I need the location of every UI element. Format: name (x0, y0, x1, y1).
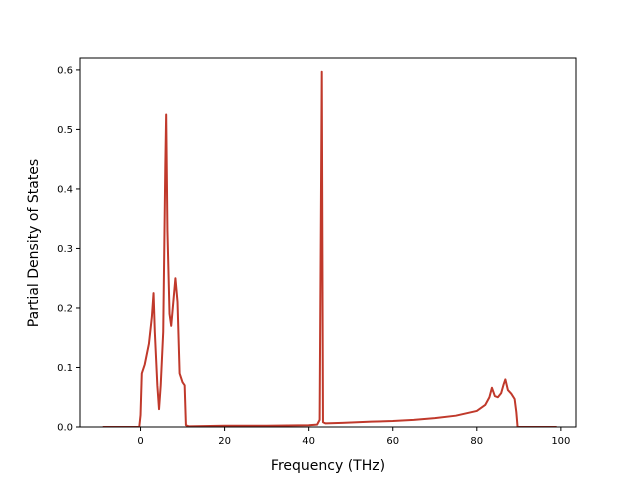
x-axis-label: Frequency (THz) (271, 458, 385, 474)
x-tick-label: 40 (302, 436, 315, 447)
x-tick-label: 100 (551, 436, 570, 447)
y-tick-label: 0.2 (57, 303, 73, 314)
x-tick-label: 0 (137, 436, 143, 447)
x-tick-label: 20 (218, 436, 231, 447)
y-tick-label: 0.5 (57, 125, 73, 136)
ticks: 0 20 40 60 80 100 0.0 0.1 0.2 0.3 0.4 0.5 0.6 (57, 65, 570, 447)
series-line-0 (102, 70, 557, 427)
axes-frame (79, 57, 577, 428)
y-tick-label: 0.0 (57, 423, 73, 434)
y-axis-label: Partial Density of States (26, 159, 42, 327)
y-tick-label: 0.3 (57, 244, 73, 255)
plot-area (102, 70, 557, 427)
y-tick-label: 0.6 (57, 65, 73, 76)
axes (79, 57, 577, 428)
y-tick-label: 0.1 (57, 363, 73, 374)
x-tick-label: 60 (386, 436, 399, 447)
x-tick-label: 80 (470, 436, 483, 447)
y-tick-label: 0.4 (57, 184, 73, 195)
